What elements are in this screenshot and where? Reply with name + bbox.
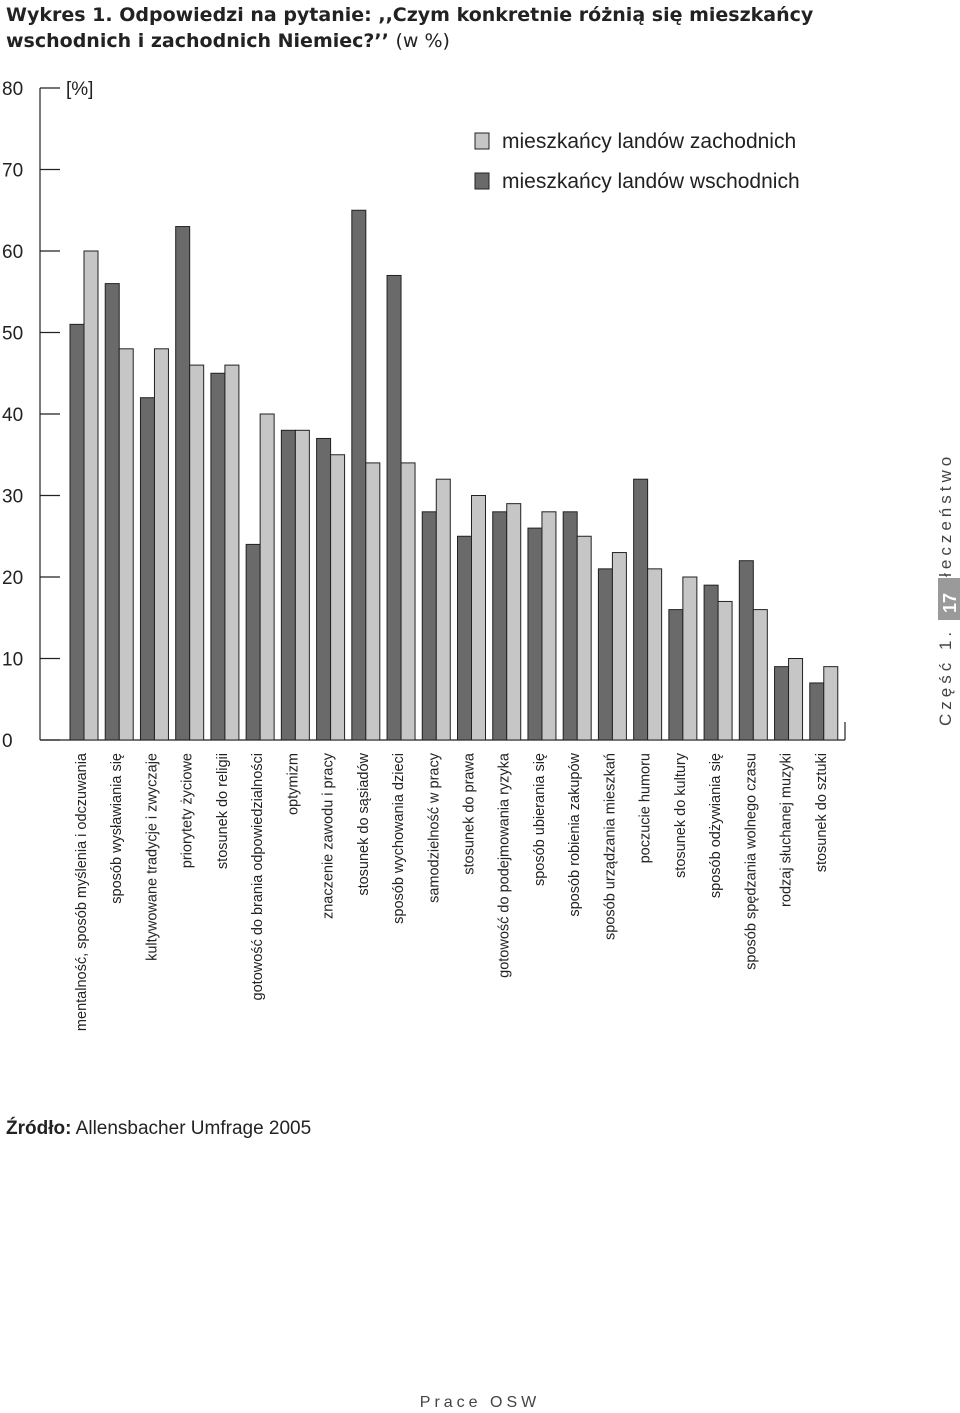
bar-east — [104, 283, 120, 741]
bar-east — [562, 511, 578, 741]
bar-east — [421, 511, 437, 741]
chart-bars — [69, 209, 839, 741]
bar-east — [774, 666, 790, 741]
bar-east — [245, 543, 261, 741]
y-tick-label: 70 — [2, 161, 23, 182]
bar-west — [471, 495, 486, 741]
x-tick-label: samodzielność w pracy — [426, 752, 442, 903]
bar-east — [351, 209, 367, 741]
bar-east — [668, 609, 684, 741]
bar-west — [682, 576, 698, 741]
bar-west — [717, 600, 733, 741]
chart-title-unit: (w %) — [395, 30, 450, 52]
x-tick-label: sposób odżywiania się — [708, 753, 724, 898]
x-tick-label: poczucie humoru — [638, 753, 654, 863]
bar-west — [788, 658, 804, 741]
page-number: 17 — [940, 592, 960, 613]
bar-east — [210, 372, 226, 741]
x-tick-label: sposób urządzania mieszkań — [602, 753, 618, 940]
page-number-badge — [938, 578, 960, 620]
y-tick-label: 60 — [2, 242, 23, 263]
bar-west — [294, 429, 310, 741]
bar-east — [527, 527, 543, 741]
bar-east — [597, 568, 613, 741]
x-tick-label: mentalność, sposób myślenia i odczuwania — [74, 752, 90, 1031]
chart-title-text: Wykres 1. Odpowiedzi na pytanie: ,,Czym … — [6, 4, 814, 52]
bar-west — [330, 454, 346, 741]
bar-west — [576, 535, 592, 741]
bar-east — [492, 511, 508, 741]
y-tick-label: 80 — [2, 79, 23, 100]
bar-east — [175, 226, 191, 741]
bar-west — [189, 364, 205, 741]
chart-title: Wykres 1. Odpowiedzi na pytanie: ,,Czym … — [6, 2, 906, 54]
x-tick-label: stosunek do prawa — [462, 752, 478, 875]
y-axis-label: [%] — [66, 79, 93, 100]
y-tick-label: 40 — [2, 405, 23, 426]
source-text: Allensbacher Umfrage 2005 — [75, 1118, 312, 1139]
y-tick-label: 10 — [2, 650, 23, 671]
bar-west — [365, 462, 381, 741]
bar-west — [611, 552, 627, 741]
bar-east — [457, 535, 472, 741]
bar-west — [506, 503, 522, 741]
x-tick-label: sposób spędzania wolnego czasu — [743, 753, 759, 970]
bar-east — [703, 584, 719, 741]
legend-label: mieszkańcy landów zachodnich — [502, 130, 796, 153]
x-tick-label: sposób wychowania dzieci — [391, 753, 407, 924]
legend-swatch — [474, 172, 490, 190]
bar-west — [259, 413, 275, 741]
x-tick-label: stosunek do religii — [215, 753, 231, 869]
bar-west — [823, 666, 839, 741]
x-tick-label: znaczenie zawodu i pracy — [321, 752, 337, 919]
source-label: Źródło: — [6, 1118, 72, 1139]
x-tick-label: kultywowane tradycje i zwyczaje — [144, 753, 160, 961]
y-tick-label: 30 — [2, 487, 23, 508]
legend-swatch — [474, 132, 490, 150]
x-tick-label: stosunek do kultury — [673, 752, 689, 878]
chart-legend: mieszkańcy landów zachodnich mieszkańcy l… — [474, 130, 800, 193]
bar-west — [752, 609, 768, 741]
bar-west — [647, 568, 663, 741]
x-tick-label: optymizm — [285, 753, 301, 815]
bar-west — [118, 348, 134, 741]
bar-east — [809, 682, 825, 741]
chart-axes: 0 10 20 30 40 50 60 70 80 [%] — [2, 79, 846, 752]
x-tick-label: sposób ubierania się — [532, 753, 548, 886]
x-tick-label: gotowość do brania odpowiedzialności — [250, 753, 266, 1000]
footer-series-name: Prace OSW — [419, 1394, 541, 1411]
bar-west — [541, 511, 557, 741]
bar-east — [280, 429, 296, 741]
bar-west — [224, 364, 240, 741]
x-tick-label: stosunek do sztuki — [814, 753, 830, 872]
x-tick-label: gotowość do podejmowania ryzyka — [497, 752, 513, 978]
legend-label: mieszkańcy landów wschodnich — [502, 170, 800, 193]
bar-east — [139, 397, 155, 741]
bar-west — [400, 462, 416, 741]
bar-chart: 0 10 20 30 40 50 60 70 80 [%] mentalność, sposób … — [2, 79, 846, 1031]
x-tick-label: rodzaj słuchanej muzyki — [779, 753, 795, 907]
bar-west — [83, 250, 99, 741]
bar-west — [153, 348, 169, 741]
y-tick-label: 50 — [2, 324, 23, 345]
x-tick-label: priorytety życiowe — [180, 753, 196, 868]
bar-east — [316, 437, 332, 741]
bar-west — [435, 478, 451, 741]
x-tick-label: stosunek do sąsiadów — [356, 752, 372, 895]
bar-east — [386, 274, 402, 741]
bar-east — [738, 560, 754, 741]
chart-category-labels: mentalność, sposób myślenia i odczuwania… — [74, 752, 830, 1031]
x-tick-label: sposób robienia zakupów — [567, 752, 583, 916]
x-tick-label: sposób wysławiania się — [109, 753, 125, 904]
y-tick-label: 0 — [2, 731, 13, 752]
bar-east — [69, 323, 85, 741]
y-tick-label: 20 — [2, 568, 23, 589]
bar-east — [633, 478, 649, 741]
source-note: Źródło: Allensbacher Umfrage 2005 — [6, 1118, 311, 1140]
